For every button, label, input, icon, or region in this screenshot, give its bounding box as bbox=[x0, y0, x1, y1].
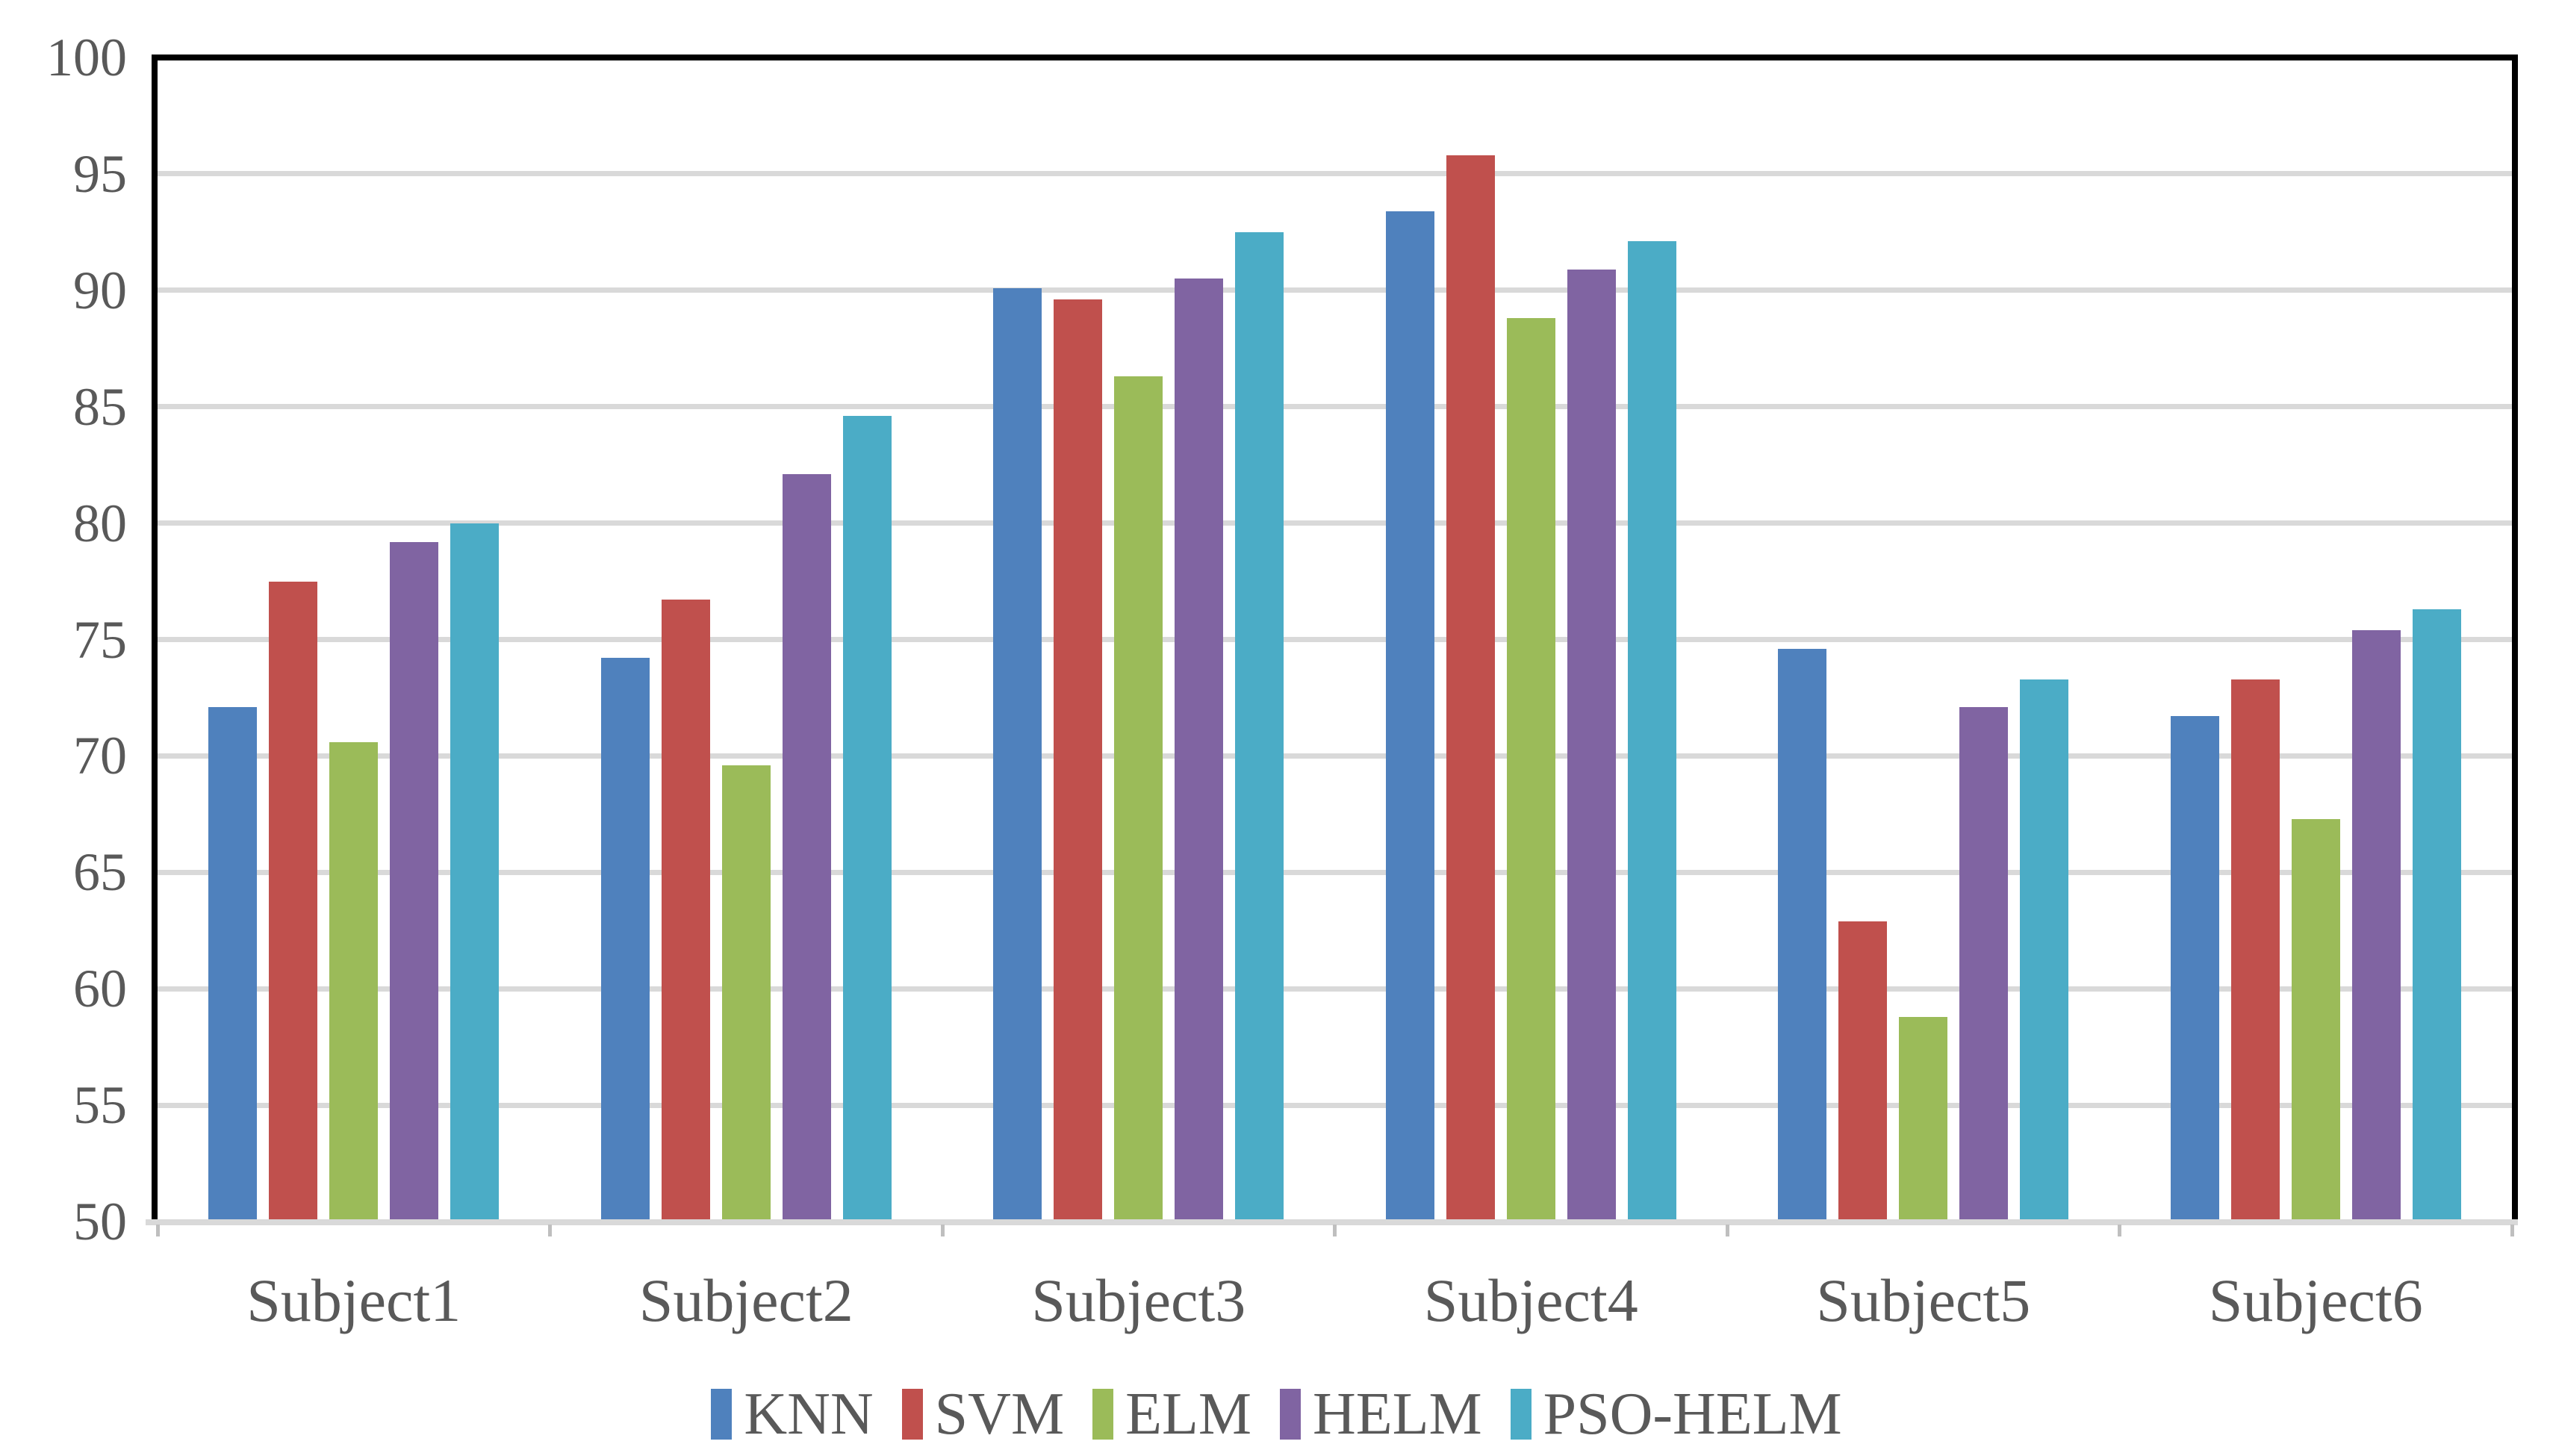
y-tick-label-65: 65 bbox=[73, 842, 127, 903]
x-axis-tick bbox=[940, 1225, 945, 1236]
bar-PSO-HELM-Subject5 bbox=[2020, 679, 2069, 1222]
bar-HELM-Subject5 bbox=[1959, 706, 2009, 1222]
bar-PSO-HELM-Subject6 bbox=[2412, 609, 2461, 1222]
legend-item-ELM: ELM bbox=[1092, 1381, 1251, 1449]
y-tick-label-100: 100 bbox=[46, 28, 127, 87]
x-axis-tick bbox=[155, 1225, 160, 1236]
bar-SVM-Subject2 bbox=[661, 600, 710, 1222]
x-category-label-Subject4: Subject4 bbox=[1423, 1266, 1638, 1334]
legend-item-KNN: KNN bbox=[711, 1381, 874, 1449]
bar-KNN-Subject5 bbox=[1778, 648, 1827, 1222]
gridline-95 bbox=[158, 171, 2512, 177]
legend-item-SVM: SVM bbox=[901, 1381, 1065, 1449]
legend-label-HELM: HELM bbox=[1312, 1381, 1482, 1447]
bar-ELM-Subject2 bbox=[721, 765, 771, 1222]
x-axis-line bbox=[146, 1219, 2518, 1225]
x-axis-tick bbox=[2510, 1225, 2514, 1236]
bar-KNN-Subject1 bbox=[208, 706, 258, 1222]
gridline-80 bbox=[158, 520, 2512, 526]
legend-item-PSO-HELM: PSO-HELM bbox=[1510, 1381, 1842, 1449]
legend-swatch-SVM bbox=[901, 1389, 923, 1440]
bar-KNN-Subject3 bbox=[993, 287, 1042, 1222]
bar-PSO-HELM-Subject3 bbox=[1235, 231, 1284, 1222]
x-axis-tick bbox=[1725, 1225, 1729, 1236]
y-tick-label-70: 70 bbox=[73, 726, 127, 786]
gridline-90 bbox=[158, 287, 2512, 293]
y-tick-label-75: 75 bbox=[73, 609, 127, 670]
bar-HELM-Subject3 bbox=[1175, 279, 1224, 1222]
plot-border-right bbox=[2512, 55, 2518, 1222]
bar-HELM-Subject1 bbox=[390, 541, 439, 1222]
bar-SVM-Subject4 bbox=[1446, 155, 1495, 1222]
gridline-70 bbox=[158, 753, 2512, 759]
x-category-label-Subject3: Subject3 bbox=[1031, 1266, 1246, 1334]
bar-PSO-HELM-Subject2 bbox=[842, 416, 892, 1222]
bar-ELM-Subject5 bbox=[1899, 1016, 1948, 1222]
y-tick-label-80: 80 bbox=[73, 493, 127, 553]
bar-KNN-Subject2 bbox=[600, 658, 650, 1222]
bar-SVM-Subject5 bbox=[1838, 921, 1888, 1222]
legend-label-SVM: SVM bbox=[934, 1381, 1065, 1447]
x-axis-tick bbox=[2118, 1225, 2121, 1236]
y-tick-label-50: 50 bbox=[73, 1192, 127, 1251]
legend-swatch-KNN bbox=[711, 1389, 733, 1440]
x-category-label-Subject6: Subject6 bbox=[2208, 1266, 2423, 1334]
y-tick-label-60: 60 bbox=[73, 959, 127, 1019]
bar-ELM-Subject1 bbox=[329, 741, 379, 1222]
x-axis-tick bbox=[548, 1225, 552, 1236]
bar-PSO-HELM-Subject1 bbox=[450, 523, 500, 1222]
y-tick-label-95: 95 bbox=[73, 143, 127, 204]
bar-PSO-HELM-Subject4 bbox=[1627, 241, 1676, 1222]
x-category-label-Subject1: Subject1 bbox=[246, 1266, 461, 1334]
legend-label-KNN: KNN bbox=[744, 1381, 874, 1447]
legend: KNN SVM ELM HELM PSO-HELM bbox=[0, 1372, 2553, 1456]
bar-SVM-Subject3 bbox=[1054, 299, 1103, 1222]
plot-border-left bbox=[152, 55, 158, 1222]
gridline-60 bbox=[158, 986, 2512, 992]
bar-KNN-Subject4 bbox=[1385, 211, 1434, 1222]
bar-KNN-Subject6 bbox=[2170, 716, 2219, 1222]
y-tick-label-90: 90 bbox=[73, 260, 127, 320]
bar-ELM-Subject3 bbox=[1114, 376, 1163, 1222]
bar-ELM-Subject6 bbox=[2291, 818, 2340, 1222]
legend-swatch-ELM bbox=[1092, 1389, 1114, 1440]
legend-swatch-PSO-HELM bbox=[1510, 1389, 1532, 1440]
bar-HELM-Subject4 bbox=[1567, 269, 1616, 1222]
legend-item-HELM: HELM bbox=[1279, 1381, 1482, 1449]
bar-HELM-Subject6 bbox=[2351, 630, 2401, 1222]
bar-SVM-Subject6 bbox=[2230, 679, 2280, 1222]
plot-border-top bbox=[152, 55, 2518, 60]
bar-HELM-Subject2 bbox=[782, 474, 831, 1222]
x-category-label-Subject5: Subject5 bbox=[1816, 1266, 2031, 1334]
bar-ELM-Subject4 bbox=[1506, 318, 1555, 1222]
x-axis-tick bbox=[1333, 1225, 1337, 1236]
y-tick-label-85: 85 bbox=[73, 376, 127, 437]
y-tick-label-55: 55 bbox=[73, 1075, 127, 1136]
legend-label-ELM: ELM bbox=[1125, 1381, 1251, 1447]
legend-swatch-HELM bbox=[1279, 1389, 1301, 1440]
legend-label-PSO-HELM: PSO-HELM bbox=[1543, 1381, 1842, 1447]
gridline-85 bbox=[158, 404, 2512, 410]
bar-SVM-Subject1 bbox=[269, 581, 318, 1222]
gridline-75 bbox=[158, 637, 2512, 642]
x-category-label-Subject2: Subject2 bbox=[638, 1266, 853, 1334]
gridline-55 bbox=[158, 1102, 2512, 1108]
gridline-65 bbox=[158, 869, 2512, 875]
